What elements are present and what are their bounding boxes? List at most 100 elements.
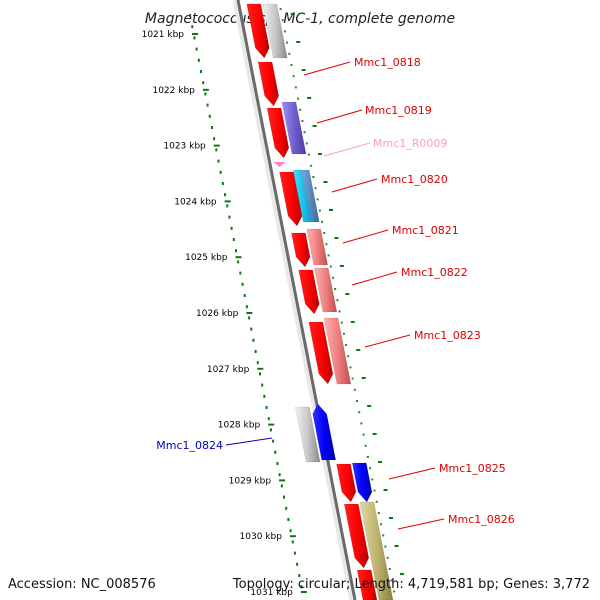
ruler-dot	[202, 81, 205, 85]
gene-r0009-marker	[273, 162, 286, 167]
ruler-dot	[296, 562, 299, 566]
gene-0825-block-b	[351, 462, 373, 503]
genome-backbone	[236, 0, 357, 600]
ruler-dot	[232, 238, 235, 241]
ruler-track	[189, 14, 307, 593]
track-dot	[358, 411, 361, 414]
ruler-dot	[258, 372, 261, 376]
gene-label[interactable]: Mmc1_0822	[401, 266, 468, 279]
track-dot	[310, 164, 313, 167]
gene-0821-block-a	[291, 232, 311, 268]
ruler-dot	[252, 338, 255, 342]
gene-0820-block-a	[279, 171, 303, 227]
ruler-tick-label: 1030 kbp	[240, 532, 283, 542]
gene-label-leader	[351, 271, 398, 286]
track-dot	[307, 153, 310, 156]
gene-label[interactable]: Mmc1_0826	[448, 513, 515, 526]
track-dot	[369, 467, 372, 470]
gene-label-leader	[388, 467, 436, 480]
ruler-dot	[265, 406, 268, 409]
ruler-dot	[269, 428, 272, 432]
ruler-dot	[267, 417, 270, 421]
gene-0817-block	[246, 3, 270, 59]
ruler-dot	[272, 439, 275, 443]
track-dot	[303, 131, 306, 134]
inner-dotted-track	[279, 8, 396, 593]
track-dot	[312, 176, 315, 178]
gene-label[interactable]: Mmc1_0824	[156, 439, 223, 452]
track-dot	[325, 243, 328, 246]
track-dot	[297, 97, 300, 100]
ruler-dot	[204, 92, 207, 96]
gene-0825-block-a	[336, 463, 357, 503]
ruler-dot	[213, 137, 216, 141]
ruler-dot	[239, 271, 242, 275]
track-dot	[356, 400, 358, 402]
ruler-tick-label: 1027 kbp	[207, 365, 250, 375]
gene-label[interactable]: Mmc1_R0009	[373, 137, 447, 150]
ruler-dot	[237, 260, 240, 264]
gene-0821-block-b	[306, 228, 328, 266]
gene-grey-block-left	[295, 406, 321, 463]
gene-labels: Mmc1_0818 Mmc1_0819 Mmc1_R0009 Mmc1_0820 Mmc…	[156, 56, 515, 526]
ruler-tick-label: 1026 kbp	[196, 309, 239, 319]
ruler-dot	[219, 170, 222, 174]
ruler-tick-label: 1022 kbp	[152, 86, 195, 96]
ruler-dot	[250, 327, 253, 331]
ruler-labels: 1021 kbp 1022 kbp 1023 kbp 1024 kbp 1025 kbp…	[142, 30, 293, 598]
track-dot	[338, 310, 341, 313]
gene-0823-block-a	[308, 321, 334, 385]
track-dot	[294, 86, 297, 89]
ruler-dot	[243, 294, 246, 297]
track-dot	[323, 232, 326, 234]
ruler-dot	[283, 495, 286, 499]
track-dot	[347, 355, 350, 358]
ruler-dot	[228, 215, 231, 219]
gene-label-leader	[364, 334, 411, 348]
map-title: Magnetococcus sp. MC-1, complete genome	[145, 11, 455, 27]
track-dot	[314, 187, 317, 190]
ruler-dot	[261, 383, 264, 387]
track-dot	[329, 265, 332, 268]
ruler-dot	[285, 506, 288, 510]
track-dot	[382, 534, 385, 537]
track-dot	[299, 108, 302, 111]
track-dot	[393, 590, 396, 593]
ruler-dot	[206, 103, 209, 107]
track-dot	[377, 512, 380, 514]
gene-0826-block-a	[343, 503, 370, 569]
gene-label[interactable]: Mmc1_0819	[365, 104, 432, 117]
ruler-dot	[191, 25, 194, 29]
track-dot	[301, 120, 304, 122]
track-dot	[340, 321, 343, 324]
gene-label-leaders	[225, 61, 445, 530]
ruler-dot	[224, 193, 227, 197]
gene-0822-block-a	[298, 269, 320, 315]
ruler-dot	[200, 70, 203, 73]
ruler-dot	[193, 36, 196, 40]
ruler-tick-label: 1025 kbp	[185, 253, 228, 263]
track-dot	[286, 41, 289, 44]
gene-0824-block	[312, 403, 337, 461]
track-dot	[345, 344, 348, 346]
track-dot	[373, 489, 376, 492]
ruler-dot	[230, 226, 233, 230]
ruler-dot	[293, 551, 296, 555]
gene-label[interactable]: Mmc1_0825	[439, 462, 506, 475]
gene-0819-block-a	[266, 107, 290, 159]
accession-text: Accession: NC_008576	[8, 577, 156, 592]
topology-text: Topology: circular; Length: 4,719,581 bp…	[232, 577, 590, 592]
ruler-dot	[291, 540, 294, 544]
gene-label-leader	[331, 178, 378, 193]
gene-label[interactable]: Mmc1_0818	[354, 56, 421, 69]
ruler-dot	[208, 114, 211, 118]
ruler-tick-label: 1031 kbp	[250, 588, 293, 598]
gene-label-leader	[225, 437, 273, 446]
track-dot	[353, 388, 356, 391]
ruler-dot	[241, 282, 244, 286]
gene-label[interactable]: Mmc1_0821	[392, 224, 459, 237]
gene-label[interactable]: Mmc1_0820	[381, 173, 448, 186]
track-dot	[342, 332, 345, 335]
gene-label[interactable]: Mmc1_0823	[414, 329, 481, 342]
